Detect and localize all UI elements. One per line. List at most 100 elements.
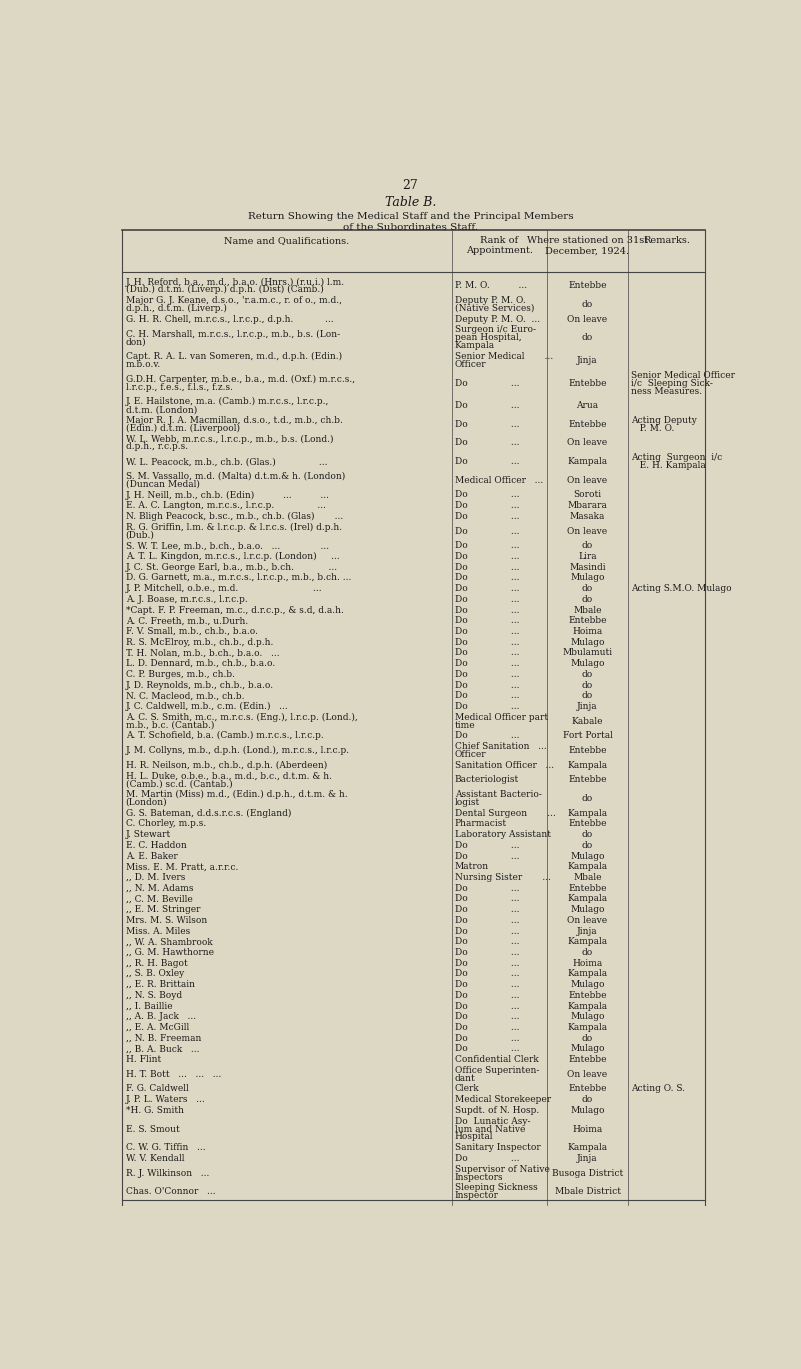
Text: Do               ...: Do ... [455, 401, 519, 411]
Text: Do               ...: Do ... [455, 563, 519, 572]
Text: N. Bligh Peacock, b.sc., m.b., ch.b. (Glas)       ...: N. Bligh Peacock, b.sc., m.b., ch.b. (Gl… [126, 512, 343, 522]
Text: J. P. L. Waters   ...: J. P. L. Waters ... [126, 1095, 205, 1105]
Text: Entebbe: Entebbe [568, 616, 607, 626]
Text: Acting  Surgeon  i/c: Acting Surgeon i/c [631, 453, 723, 463]
Text: F. V. Small, m.b., ch.b., b.a.o.: F. V. Small, m.b., ch.b., b.a.o. [126, 627, 258, 637]
Text: Do               ...: Do ... [455, 980, 519, 988]
Text: do: do [582, 830, 593, 839]
Text: Mulago: Mulago [570, 574, 605, 582]
Text: Do               ...: Do ... [455, 894, 519, 904]
Text: Entebbe: Entebbe [568, 1084, 607, 1094]
Text: ,, R. H. Bagot: ,, R. H. Bagot [126, 958, 187, 968]
Text: of the Subordinates Staff.: of the Subordinates Staff. [343, 223, 478, 233]
Text: Do               ...: Do ... [455, 490, 519, 500]
Text: G. H. R. Chell, m.r.c.s., l.r.c.p., d.p.h.           ...: G. H. R. Chell, m.r.c.s., l.r.c.p., d.p.… [126, 315, 333, 323]
Text: Fort Portal: Fort Portal [562, 731, 613, 741]
Text: ,, N. M. Adams: ,, N. M. Adams [126, 883, 193, 893]
Text: S. W. T. Lee, m.b., b.ch., b.a.o.   ...              ...: S. W. T. Lee, m.b., b.ch., b.a.o. ... ..… [126, 541, 328, 550]
Text: Do               ...: Do ... [455, 574, 519, 582]
Text: ,, A. B. Jack   ...: ,, A. B. Jack ... [126, 1012, 195, 1021]
Text: (Camb.) sc.d. (Cantab.): (Camb.) sc.d. (Cantab.) [126, 779, 232, 789]
Text: do: do [582, 585, 593, 593]
Text: i/c  Sleeping Sick-: i/c Sleeping Sick- [631, 379, 714, 387]
Text: Kampala: Kampala [567, 862, 608, 871]
Text: J. C. St. George Earl, b.a., m.b., b.ch.            ...: J. C. St. George Earl, b.a., m.b., b.ch.… [126, 563, 338, 572]
Text: Acting S.M.O. Mulago: Acting S.M.O. Mulago [631, 585, 732, 593]
Text: Assistant Bacterio-: Assistant Bacterio- [455, 790, 541, 799]
Text: Busoga District: Busoga District [552, 1169, 623, 1177]
Text: Do               ...: Do ... [455, 501, 519, 511]
Text: Do               ...: Do ... [455, 852, 519, 861]
Text: Office Superinten-: Office Superinten- [455, 1066, 539, 1075]
Text: Kampala: Kampala [567, 809, 608, 817]
Text: Do               ...: Do ... [455, 691, 519, 700]
Text: Do               ...: Do ... [455, 916, 519, 925]
Text: *Capt. F. P. Freeman, m.c., d.r.c.p., & s.d, d.a.h.: *Capt. F. P. Freeman, m.c., d.r.c.p., & … [126, 605, 344, 615]
Text: d.p.h., r.c.p.s.: d.p.h., r.c.p.s. [126, 442, 187, 452]
Text: Laboratory Assistant: Laboratory Assistant [455, 830, 550, 839]
Text: Masindi: Masindi [570, 563, 606, 572]
Text: Do               ...: Do ... [455, 1002, 519, 1010]
Text: ,, E. A. McGill: ,, E. A. McGill [126, 1023, 189, 1032]
Text: d.t.m. (London): d.t.m. (London) [126, 405, 197, 415]
Text: Hoima: Hoima [573, 1124, 602, 1134]
Text: Do               ...: Do ... [455, 379, 519, 387]
Text: Soroti: Soroti [574, 490, 602, 500]
Text: Kampala: Kampala [567, 938, 608, 946]
Text: do: do [582, 680, 593, 690]
Text: Medical Officer part: Medical Officer part [455, 713, 548, 721]
Text: Surgeon i/c Euro-: Surgeon i/c Euro- [455, 326, 536, 334]
Text: Do  Lunatic Asy-: Do Lunatic Asy- [455, 1117, 530, 1125]
Text: Do               ...: Do ... [455, 1034, 519, 1043]
Text: J. Stewart: J. Stewart [126, 830, 171, 839]
Text: (Dub.) d.t.m. (Liverp.) d.p.h. (Dist) (Camb.): (Dub.) d.t.m. (Liverp.) d.p.h. (Dist) (C… [126, 285, 324, 294]
Text: Mulago: Mulago [570, 980, 605, 988]
Text: P. M. O.: P. M. O. [631, 424, 674, 433]
Text: Do               ...: Do ... [455, 585, 519, 593]
Text: Jinja: Jinja [578, 927, 598, 935]
Text: time: time [455, 720, 475, 730]
Text: Entebbe: Entebbe [568, 1055, 607, 1064]
Text: M. Martin (Miss) m.d., (Edin.) d.p.h., d.t.m. & h.: M. Martin (Miss) m.d., (Edin.) d.p.h., d… [126, 790, 347, 799]
Text: Mulago: Mulago [570, 852, 605, 861]
Text: Do               ...: Do ... [455, 883, 519, 893]
Text: Do               ...: Do ... [455, 649, 519, 657]
Text: ,, E. M. Stringer: ,, E. M. Stringer [126, 905, 200, 914]
Text: do: do [582, 669, 593, 679]
Text: Acting Deputy: Acting Deputy [631, 416, 698, 424]
Text: Arua: Arua [577, 401, 598, 411]
Text: Entebbe: Entebbe [568, 820, 607, 828]
Text: On leave: On leave [567, 315, 608, 323]
Text: Do               ...: Do ... [455, 541, 519, 550]
Text: Entebbe: Entebbe [568, 282, 607, 290]
Text: ,, G. M. Hawthorne: ,, G. M. Hawthorne [126, 947, 214, 957]
Text: Chief Sanitation   ...: Chief Sanitation ... [455, 742, 546, 752]
Text: Acting O. S.: Acting O. S. [631, 1084, 686, 1094]
Text: Kampala: Kampala [567, 1002, 608, 1010]
Text: Jinja: Jinja [578, 356, 598, 366]
Text: Do               ...: Do ... [455, 527, 519, 535]
Text: Bacteriologist: Bacteriologist [455, 775, 519, 784]
Text: D. G. Garnett, m.a., m.r.c.s., l.r.c.p., m.b., b.ch. ...: D. G. Garnett, m.a., m.r.c.s., l.r.c.p.,… [126, 574, 351, 582]
Text: ,, I. Baillie: ,, I. Baillie [126, 1002, 172, 1010]
Text: Capt. R. A. L. van Someren, m.d., d.p.h. (Edin.): Capt. R. A. L. van Someren, m.d., d.p.h.… [126, 352, 342, 361]
Text: pean Hospital,: pean Hospital, [455, 333, 521, 342]
Text: 27: 27 [403, 179, 418, 192]
Text: ,, N. S. Boyd: ,, N. S. Boyd [126, 991, 182, 999]
Text: On leave: On leave [567, 527, 608, 535]
Text: Supervisor of Native: Supervisor of Native [455, 1165, 549, 1173]
Text: J. E. Hailstone, m.a. (Camb.) m.r.c.s., l.r.c.p.,: J. E. Hailstone, m.a. (Camb.) m.r.c.s., … [126, 397, 329, 407]
Text: Kampala: Kampala [567, 1023, 608, 1032]
Text: Mrs. M. S. Wilson: Mrs. M. S. Wilson [126, 916, 207, 925]
Text: On leave: On leave [567, 438, 608, 448]
Text: ,, E. R. Brittain: ,, E. R. Brittain [126, 980, 195, 988]
Text: m.b., b.c. (Cantab.): m.b., b.c. (Cantab.) [126, 720, 214, 730]
Text: Do               ...: Do ... [455, 512, 519, 520]
Text: W. L. Webb, m.r.c.s., l.r.c.p., m.b., b.s. (Lond.): W. L. Webb, m.r.c.s., l.r.c.p., m.b., b.… [126, 434, 333, 444]
Text: Matron: Matron [455, 862, 489, 871]
Text: G.D.H. Carpenter, m.b.e., b.a., m.d. (Oxf.) m.r.c.s.,: G.D.H. Carpenter, m.b.e., b.a., m.d. (Ox… [126, 375, 355, 383]
Text: Mbarara: Mbarara [568, 501, 607, 511]
Text: A. J. Boase, m.r.c.s., l.r.c.p.: A. J. Boase, m.r.c.s., l.r.c.p. [126, 594, 248, 604]
Text: L. D. Dennard, m.b., ch.b., b.a.o.: L. D. Dennard, m.b., ch.b., b.a.o. [126, 658, 275, 668]
Text: Mbale: Mbale [574, 873, 602, 882]
